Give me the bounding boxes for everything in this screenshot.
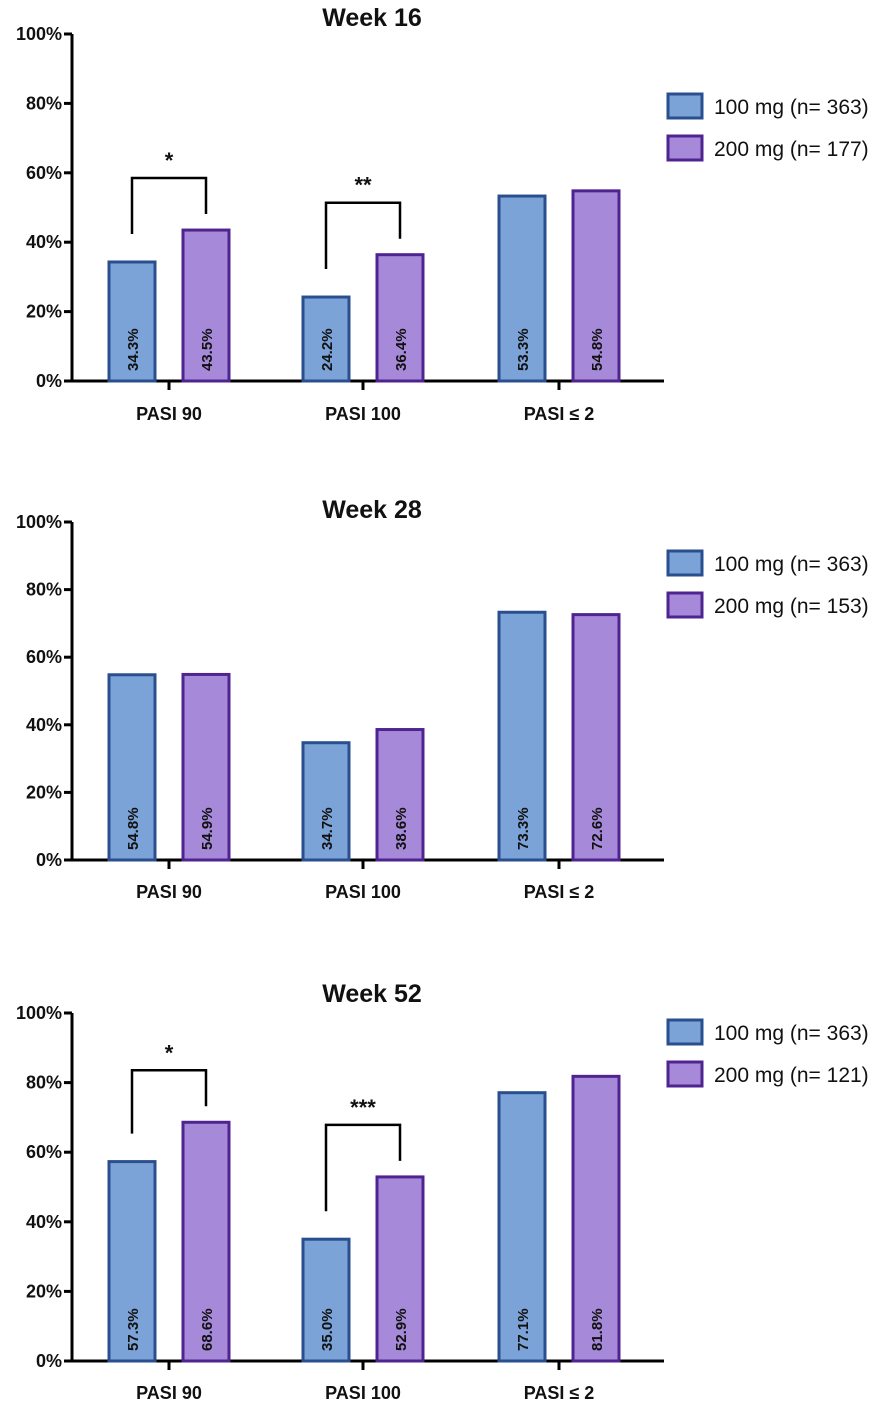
significance-mark: * bbox=[165, 1040, 174, 1065]
legend-swatch-200mg bbox=[666, 134, 704, 162]
legend-label: 200 mg (n= 121) bbox=[714, 1064, 869, 1087]
bar-100mg bbox=[497, 610, 547, 862]
x-category-label: PASI ≤ 2 bbox=[524, 882, 595, 902]
y-tick-label: 80% bbox=[26, 93, 62, 113]
y-tick-label: 60% bbox=[26, 647, 62, 667]
bar-value-label: 24.2% bbox=[319, 328, 336, 371]
x-category-label: PASI 100 bbox=[325, 1383, 401, 1403]
bar-100mg bbox=[107, 673, 157, 862]
significance-bracket bbox=[130, 1069, 208, 1134]
bar-200mg bbox=[181, 1120, 231, 1363]
chart-title: Week 28 bbox=[322, 496, 422, 524]
bar-value-label: 35.0% bbox=[319, 1308, 336, 1351]
y-tick-label: 40% bbox=[26, 1212, 62, 1232]
legend-swatch-200mg bbox=[666, 591, 704, 619]
bar-value-label: 81.8% bbox=[589, 1308, 606, 1351]
x-category-label: PASI 100 bbox=[325, 404, 401, 424]
y-tick-label: 20% bbox=[26, 1281, 62, 1301]
legend: 100 mg (n= 363) 200 mg (n= 177) bbox=[666, 92, 869, 162]
legend: 100 mg (n= 363) 200 mg (n= 153) bbox=[666, 549, 869, 619]
legend: 100 mg (n= 363) 200 mg (n= 121) bbox=[666, 1018, 869, 1088]
bar-100mg bbox=[497, 194, 547, 383]
significance-mark: * bbox=[165, 148, 174, 173]
x-category-label: PASI ≤ 2 bbox=[524, 404, 595, 424]
y-tick-label: 40% bbox=[26, 232, 62, 252]
bar-200mg bbox=[571, 613, 621, 862]
bar-value-label: 73.3% bbox=[515, 807, 532, 850]
bar-value-label: 43.5% bbox=[199, 328, 216, 371]
chart-panel-2: Week 28 0% 20% 40% 60% 80% 100% 54.8% 54.9% PASI … bbox=[16, 496, 869, 902]
legend-swatch-200mg bbox=[666, 1060, 704, 1088]
bar-100mg bbox=[107, 1160, 157, 1363]
y-tick-label: 100% bbox=[16, 24, 62, 44]
x-category-label: PASI 90 bbox=[136, 1383, 202, 1403]
x-category-label: PASI ≤ 2 bbox=[524, 1383, 595, 1403]
significance-mark: ** bbox=[354, 173, 372, 198]
bar-200mg bbox=[571, 1074, 621, 1363]
bar-value-label: 34.7% bbox=[319, 807, 336, 850]
bar-value-label: 57.3% bbox=[125, 1308, 142, 1351]
significance-bracket bbox=[130, 176, 208, 234]
y-tick-label: 80% bbox=[26, 580, 62, 600]
legend-label: 100 mg (n= 363) bbox=[714, 1022, 869, 1045]
significance-bracket bbox=[324, 1123, 402, 1212]
bar-value-label: 54.8% bbox=[589, 328, 606, 371]
legend-label: 200 mg (n= 153) bbox=[714, 595, 869, 618]
bar-100mg bbox=[497, 1091, 547, 1363]
legend-label: 200 mg (n= 177) bbox=[714, 138, 869, 161]
x-category-label: PASI 90 bbox=[136, 882, 202, 902]
significance-mark: *** bbox=[350, 1095, 376, 1120]
legend-swatch-100mg bbox=[666, 1018, 704, 1046]
legend-swatch-100mg bbox=[666, 549, 704, 577]
bar-value-label: 36.4% bbox=[393, 328, 410, 371]
bar-value-label: 53.3% bbox=[515, 328, 532, 371]
y-tick-label: 0% bbox=[36, 850, 62, 870]
y-tick-label: 100% bbox=[16, 1003, 62, 1023]
y-tick-label: 60% bbox=[26, 1142, 62, 1162]
bar-200mg bbox=[571, 189, 621, 383]
bar-value-label: 52.9% bbox=[393, 1308, 410, 1351]
bar-value-label: 54.9% bbox=[199, 807, 216, 850]
bar-200mg bbox=[181, 672, 231, 862]
y-tick-label: 0% bbox=[36, 1351, 62, 1371]
legend-label: 100 mg (n= 363) bbox=[714, 96, 869, 119]
y-tick-label: 80% bbox=[26, 1073, 62, 1093]
x-category-label: PASI 90 bbox=[136, 404, 202, 424]
y-tick-label: 20% bbox=[26, 302, 62, 322]
chart-title: Week 52 bbox=[322, 980, 422, 1008]
y-tick-label: 20% bbox=[26, 782, 62, 802]
x-category-label: PASI 100 bbox=[325, 882, 401, 902]
legend-swatch-100mg bbox=[666, 92, 704, 120]
chart-title: Week 16 bbox=[322, 4, 422, 32]
bar-200mg bbox=[375, 253, 425, 383]
bar-value-label: 68.6% bbox=[199, 1308, 216, 1351]
bar-100mg bbox=[107, 260, 157, 383]
bar-value-label: 38.6% bbox=[393, 807, 410, 850]
y-tick-label: 60% bbox=[26, 163, 62, 183]
y-tick-label: 40% bbox=[26, 715, 62, 735]
y-tick-label: 100% bbox=[16, 512, 62, 532]
bar-value-label: 77.1% bbox=[515, 1308, 532, 1351]
y-tick-label: 0% bbox=[36, 371, 62, 391]
significance-bracket bbox=[324, 201, 402, 270]
bar-100mg bbox=[301, 1237, 351, 1363]
chart-panel-1: Week 16 0% 20% 40% 60% 80% 100% 34.3% 43.5% PASI … bbox=[16, 4, 869, 424]
legend-label: 100 mg (n= 363) bbox=[714, 553, 869, 576]
chart-panel-3: Week 52 0% 20% 40% 60% 80% 100% 57.3% 68.6% PASI … bbox=[16, 980, 869, 1403]
bar-100mg bbox=[301, 295, 351, 383]
bar-value-label: 72.6% bbox=[589, 807, 606, 850]
bar-value-label: 34.3% bbox=[125, 328, 142, 371]
bar-200mg bbox=[375, 1175, 425, 1363]
bar-100mg bbox=[301, 741, 351, 862]
bar-value-label: 54.8% bbox=[125, 807, 142, 850]
bar-200mg bbox=[375, 728, 425, 862]
bar-200mg bbox=[181, 228, 231, 383]
